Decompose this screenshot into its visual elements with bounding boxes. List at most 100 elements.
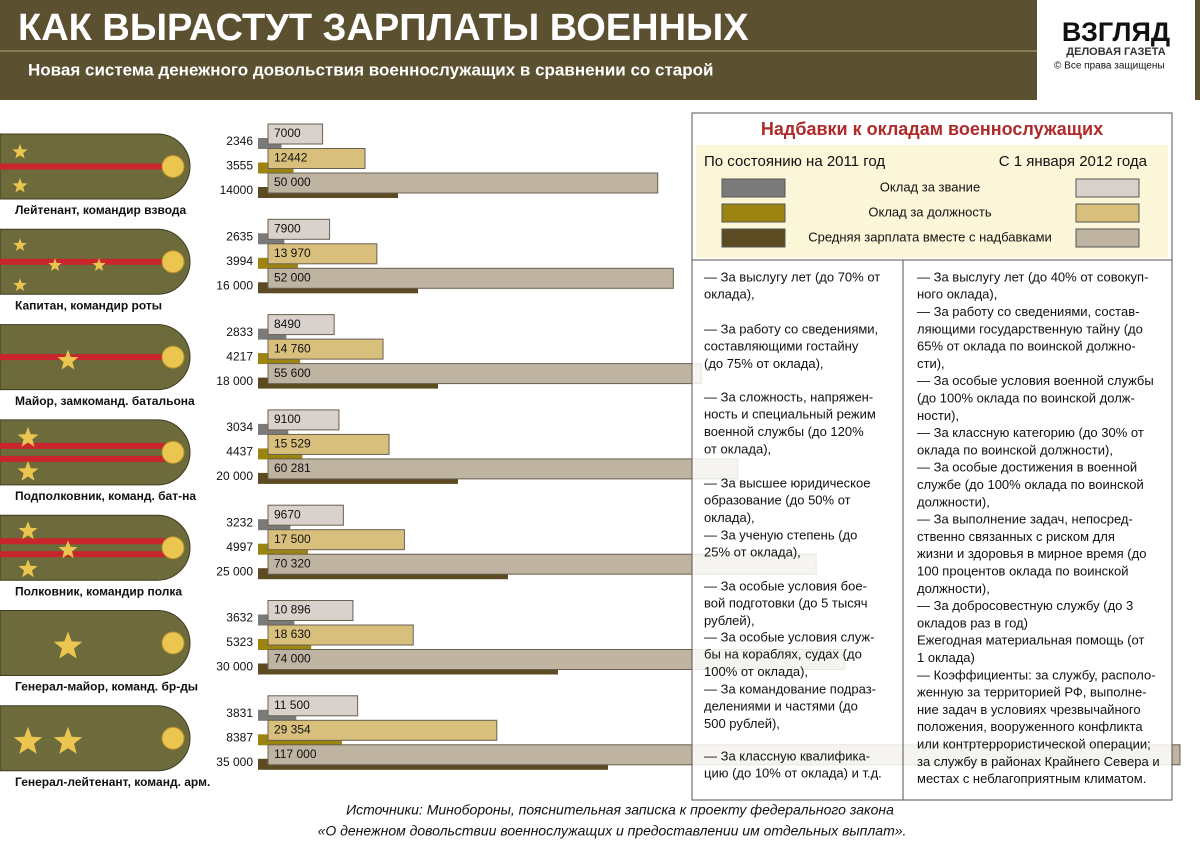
bar-2012: [267, 433, 390, 455]
star: [12, 178, 28, 193]
bar-2012: [267, 338, 384, 360]
bar-2012: [267, 529, 405, 551]
value-label-2012: 9100: [274, 412, 301, 426]
old-allowance-line: от оклада),: [704, 441, 771, 456]
value-label-2011: 3632: [226, 611, 253, 625]
period-label: По состоянию на 2011 год: [704, 153, 885, 170]
old-allowance-line: (до 75% от оклада),: [704, 356, 824, 371]
button: [161, 726, 185, 750]
source-line: Источники: Минобороны, пояснительная зап…: [346, 802, 894, 818]
value-label-2012: 17 500: [274, 532, 311, 546]
legend-label: Средняя зарплата вместе с надбавками: [808, 229, 1052, 244]
new-allowance-line: должности),: [917, 581, 990, 596]
old-allowance-line: оклада),: [704, 510, 755, 525]
bar-2012: [267, 267, 674, 289]
new-allowance-line: за службу в районах Крайнего Севера и: [917, 754, 1160, 769]
star: [13, 278, 27, 291]
new-allowance-line: должности),: [917, 494, 990, 509]
title: КАК ВЫРАСТУТ ЗАРПЛАТЫ ВОЕННЫХ: [18, 7, 749, 49]
star: [57, 349, 79, 370]
rank-label: Подполковник, команд. бат-на: [15, 489, 196, 503]
value-label-2012: 10 896: [274, 603, 311, 617]
old-allowance-line: — За ученую степень (до: [704, 527, 857, 542]
old-allowance-line: — За особые условия служ-: [704, 629, 874, 644]
bar-2012: [267, 600, 354, 621]
epaulette: [0, 514, 191, 581]
old-allowance-line: ность и специальный режим: [704, 407, 876, 422]
value-label-2011: 3034: [226, 420, 253, 434]
period-label: С 1 января 2012 года: [999, 153, 1148, 170]
value-label-2012: 50 000: [274, 175, 311, 189]
old-allowance-line: рублей),: [704, 613, 755, 628]
new-allowance-line: оклада по воинской должности),: [917, 442, 1113, 457]
new-allowance-line: — За работу со сведениями, состав-: [917, 304, 1139, 319]
star: [18, 521, 38, 540]
new-allowance-line: ственно связанных с риском для: [917, 529, 1115, 544]
rank-label: Капитан, командир роты: [15, 298, 162, 312]
rank-label: Полковник, командир полка: [15, 584, 182, 598]
old-allowance-line: 100% от оклада),: [704, 664, 808, 679]
old-allowance-line: образование (до 50% от: [704, 493, 851, 508]
new-allowance-line: 100 процентов оклада по воинской: [917, 564, 1129, 579]
value-label-2011: 8387: [226, 730, 253, 744]
subtitle: Новая система денежного довольствия воен…: [28, 60, 713, 79]
legend-label: Оклад за должность: [868, 204, 991, 219]
old-allowance-line: — За командование подраз-: [704, 681, 876, 696]
rank-label: Генерал-майор, команд. бр-ды: [15, 680, 198, 694]
value-label-2011: 3994: [226, 254, 253, 268]
stripe: [0, 538, 175, 545]
value-label-2011: 5323: [226, 635, 253, 649]
bar-2012: [267, 218, 331, 240]
panel-title: Надбавки к окладам военнослужащих: [761, 119, 1103, 139]
value-label-2012: 52 000: [274, 270, 311, 284]
new-allowance-line: ного оклада),: [917, 287, 997, 302]
new-allowance-line: — За особые достижения в военной: [917, 460, 1137, 475]
value-label-2012: 18 630: [274, 627, 311, 641]
bar-2012: [267, 719, 498, 741]
old-allowance-line: — За сложность, напряжен-: [704, 389, 873, 404]
star: [12, 144, 28, 159]
new-allowance-line: Ежегодная материальная помощь (от: [917, 633, 1144, 648]
bar-2012: [267, 458, 739, 480]
value-label-2012: 55 600: [274, 366, 311, 380]
epaulette: [0, 419, 191, 486]
stripe: [0, 455, 175, 462]
value-label-2011: 4997: [226, 540, 253, 554]
old-allowance-line: делениями и частями (до: [704, 699, 858, 714]
button: [161, 250, 185, 274]
new-allowance-line: женную за территорией РФ, выполне-: [917, 685, 1147, 700]
bar-2012: [267, 504, 344, 526]
value-label-2011: 2833: [226, 325, 253, 339]
button: [161, 155, 185, 178]
bar-2012: [267, 148, 366, 169]
value-label-2012: 7000: [274, 126, 301, 140]
value-label-2012: 7900: [274, 221, 301, 235]
bar-2012: [267, 314, 335, 336]
new-allowance-line: 1 оклада): [917, 650, 975, 665]
new-allowance-line: (до 100% оклада по воинской долж-: [917, 391, 1135, 406]
value-label-2012: 8490: [274, 317, 301, 331]
old-allowance-line: — За работу со сведениями,: [704, 321, 878, 336]
legend-swatch-2012: [1075, 203, 1140, 223]
new-allowance-line: ние задач в условиях чрезвычайного: [917, 702, 1141, 717]
bar-2012: [267, 624, 414, 646]
star: [18, 559, 38, 578]
panel: Надбавки к окладам военнослужащих По сос…: [691, 112, 1173, 801]
star: [53, 631, 83, 659]
button: [161, 345, 185, 369]
old-allowance-line: — За классную квалифика-: [704, 748, 870, 763]
bar-2012: [267, 243, 378, 265]
value-label-2012: 12442: [274, 151, 308, 165]
value-label-2011: 30 000: [216, 660, 253, 674]
legend-swatch-2011: [721, 203, 786, 223]
source-line: «О денежном довольствии военнослужащих и…: [318, 823, 907, 839]
stripe: [0, 258, 175, 265]
new-allowance-line: или контртеррористической операции;: [917, 737, 1151, 752]
value-label-2011: 18 000: [216, 374, 253, 388]
new-allowance-line: сти),: [917, 356, 945, 371]
value-label-2011: 16 000: [216, 278, 253, 292]
rank-label: Майор, замкоманд. батальона: [15, 394, 195, 408]
value-label-2011: 14000: [220, 183, 254, 197]
bar-2012: [267, 363, 702, 385]
